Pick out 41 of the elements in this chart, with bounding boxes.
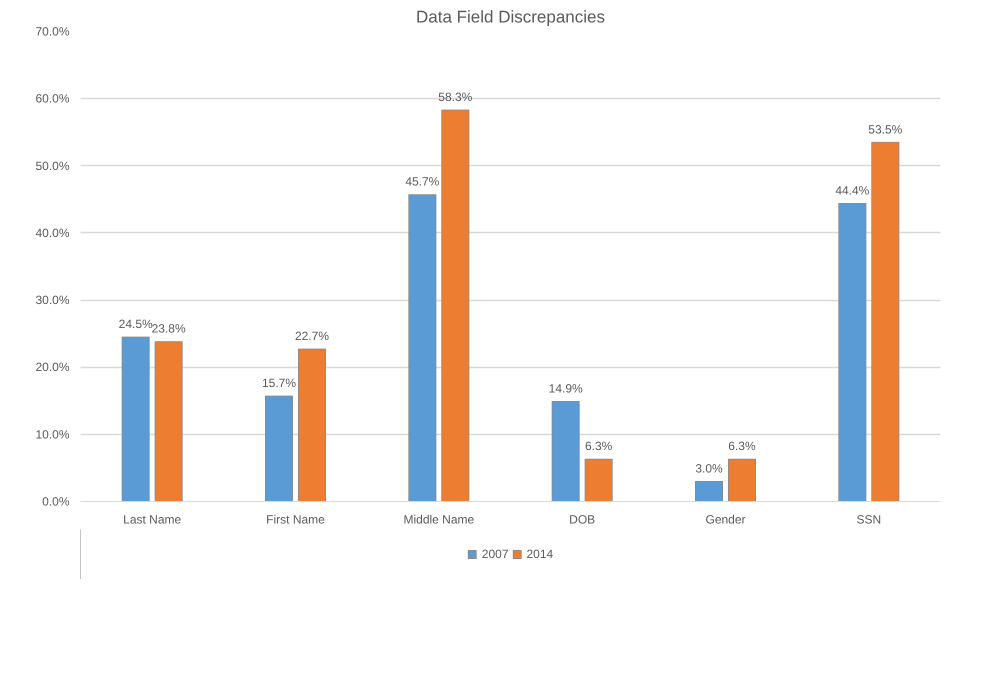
data-label: 45.7% xyxy=(405,174,440,189)
y-tick-label: 40.0% xyxy=(35,226,70,240)
y-tick-label: 10.0% xyxy=(35,427,70,442)
y-tick-label: 20.0% xyxy=(35,360,70,374)
y-tick-label: 0.0% xyxy=(42,494,70,508)
y-tick-label: 60.0% xyxy=(35,92,70,106)
bar xyxy=(871,142,900,502)
x-tick-label: Last Name xyxy=(123,512,182,526)
bar xyxy=(695,480,724,502)
bar xyxy=(265,396,294,502)
bar xyxy=(154,341,183,502)
bar xyxy=(408,194,436,502)
data-label: 14.9% xyxy=(548,381,584,396)
data-label: 3.0% xyxy=(695,461,724,476)
bar xyxy=(838,202,866,502)
x-tick-label: DOB xyxy=(569,512,596,526)
legend-label: 2007 xyxy=(482,547,508,561)
legend-label: 2014 xyxy=(526,547,554,561)
bar xyxy=(584,458,613,502)
data-label: 44.4% xyxy=(835,183,870,198)
x-tick-label: First Name xyxy=(266,512,326,526)
y-tick-label: 70.0% xyxy=(35,24,70,38)
x-tick-label: SSN xyxy=(856,512,882,526)
data-label: 53.5% xyxy=(868,122,903,136)
x-tick-label: Gender xyxy=(705,512,746,526)
data-label: 24.5% xyxy=(118,317,154,331)
data-label: 22.7% xyxy=(294,329,330,344)
x-tick-label: Middle Name xyxy=(403,512,475,526)
chart-title: Data Field Discrepancies xyxy=(416,8,605,26)
data-label: 15.7% xyxy=(262,376,296,390)
data-label: 58.3% xyxy=(438,90,473,104)
bar xyxy=(552,401,580,502)
bar xyxy=(441,110,470,502)
bar xyxy=(122,336,150,502)
data-label: 23.8% xyxy=(152,322,186,336)
y-tick-label: 30.0% xyxy=(35,293,70,308)
data-label: 6.3% xyxy=(728,439,756,454)
bar xyxy=(298,348,326,502)
bar xyxy=(728,458,756,502)
data-label: 6.3% xyxy=(584,439,613,454)
y-tick-label: 50.0% xyxy=(35,158,70,173)
